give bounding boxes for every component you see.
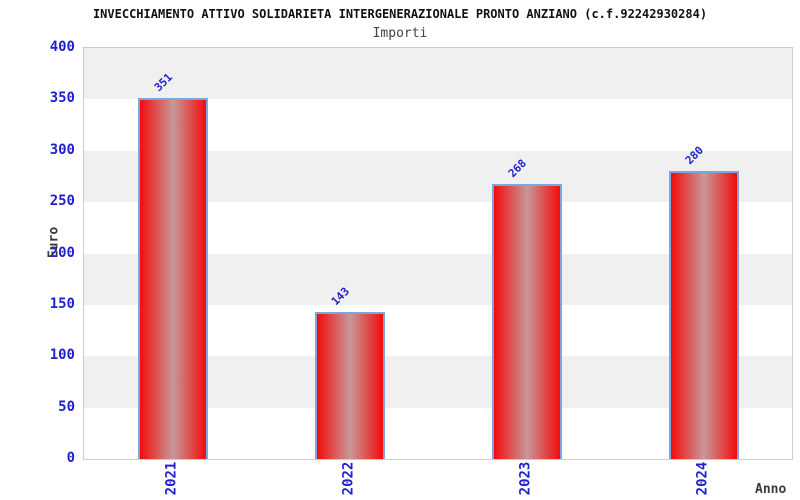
x-tick-label: 2021 — [163, 461, 179, 496]
chart-subtitle: Importi — [372, 26, 428, 41]
x-tick-label: 2024 — [694, 461, 710, 496]
y-axis-title: Euro — [46, 226, 62, 259]
bar-2023 — [491, 183, 562, 459]
x-tick-label: 2023 — [517, 461, 533, 496]
y-tick-label: 400 — [49, 39, 75, 55]
y-tick-label: 250 — [49, 193, 75, 210]
y-tick-label: 200 — [49, 244, 75, 261]
y-tick-label: 350 — [49, 90, 75, 107]
y-tick-label: 150 — [49, 295, 75, 312]
chart-title: INVECCHIAMENTO ATTIVO SOLIDARIETA INTERG… — [92, 7, 708, 21]
y-tick-label: 50 — [58, 398, 75, 415]
plot-area: 351 143 268 280 — [83, 47, 793, 460]
y-tick-label: 0 — [66, 450, 75, 466]
x-tick-label: 2022 — [340, 461, 356, 496]
y-tick-label: 300 — [49, 141, 75, 158]
grid-band — [84, 48, 792, 100]
x-axis-title: Anno — [755, 482, 787, 497]
bar-2022 — [314, 312, 385, 459]
bar-2021 — [137, 98, 208, 459]
bar-2024 — [668, 171, 739, 459]
y-tick-label: 100 — [49, 347, 75, 364]
